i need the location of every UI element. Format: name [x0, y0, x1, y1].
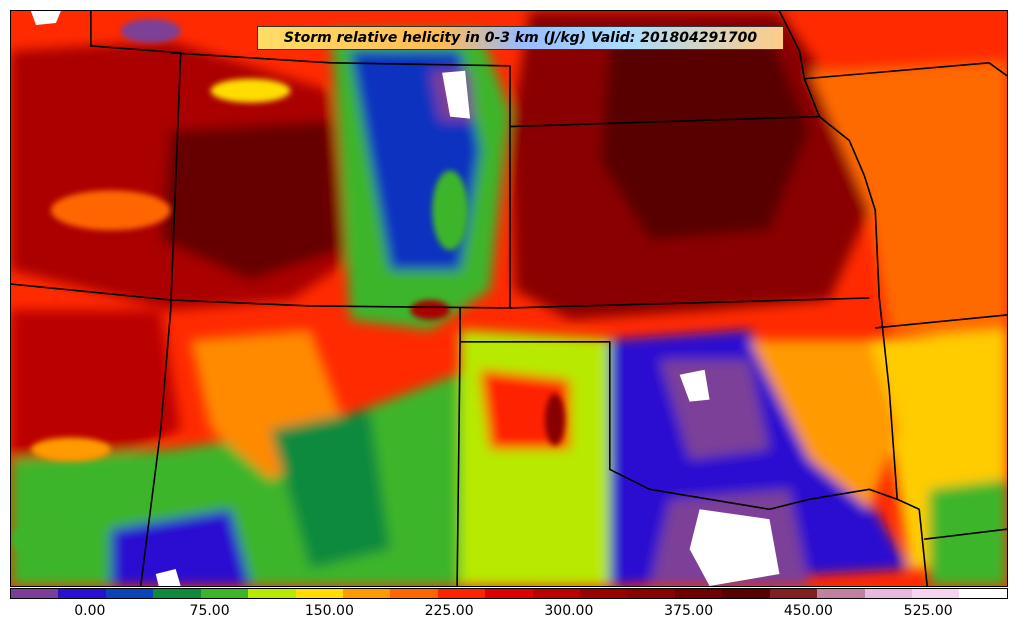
colorbar-tick-label: 450.00	[783, 603, 833, 619]
colorbar-swatch	[959, 589, 1007, 598]
colorbar-swatch	[248, 589, 296, 598]
colorbar-swatch	[11, 589, 59, 598]
colorbar-swatch	[342, 589, 391, 598]
colorbar-swatch	[722, 589, 770, 598]
colorbar-swatch	[674, 589, 723, 598]
colorbar-swatch	[437, 589, 486, 598]
max-areas	[30, 11, 780, 586]
colorbar-swatch	[532, 589, 581, 598]
colorbar-labels: 0.00 75.00 150.00 225.00 300.00 375.00 450.00 5…	[10, 601, 1008, 623]
colorbar-swatch	[864, 589, 913, 598]
colorbar-swatch	[817, 589, 865, 598]
field-detail	[11, 18, 565, 556]
colorbar-swatch	[153, 589, 201, 598]
title-box: Storm relative helicity in 0-3 km (J/kg)…	[257, 26, 784, 50]
colorbar-swatch	[105, 589, 154, 598]
colorbar-swatch	[390, 589, 438, 598]
colorbar-swatch	[200, 589, 249, 598]
map-panel: Storm relative helicity in 0-3 km (J/kg)…	[10, 10, 1008, 587]
colorbar-swatch	[295, 589, 343, 598]
colorbar-tick-label: 300.00	[544, 603, 594, 619]
colorbar-tick-label: 525.00	[903, 603, 953, 619]
colorbar-tick-label: 150.00	[304, 603, 354, 619]
colorbar-swatch	[627, 589, 675, 598]
colorbar-swatch	[912, 589, 960, 598]
colorbar	[10, 588, 1008, 599]
colorbar-swatch	[485, 589, 533, 598]
colorbar-tick-label: 75.00	[189, 603, 230, 619]
field-blobs	[11, 11, 1007, 586]
colorbar-swatch	[580, 589, 628, 598]
colorbar-tick-label: 0.00	[74, 603, 106, 619]
map-title: Storm relative helicity in 0-3 km (J/kg)…	[283, 30, 758, 46]
colorbar-swatch	[58, 589, 106, 598]
colorbar-tick-label: 375.00	[664, 603, 714, 619]
helicity-map	[11, 11, 1007, 586]
state-boundaries	[11, 11, 1007, 586]
colorbar-tick-label: 225.00	[424, 603, 474, 619]
colorbar-swatch	[769, 589, 818, 598]
